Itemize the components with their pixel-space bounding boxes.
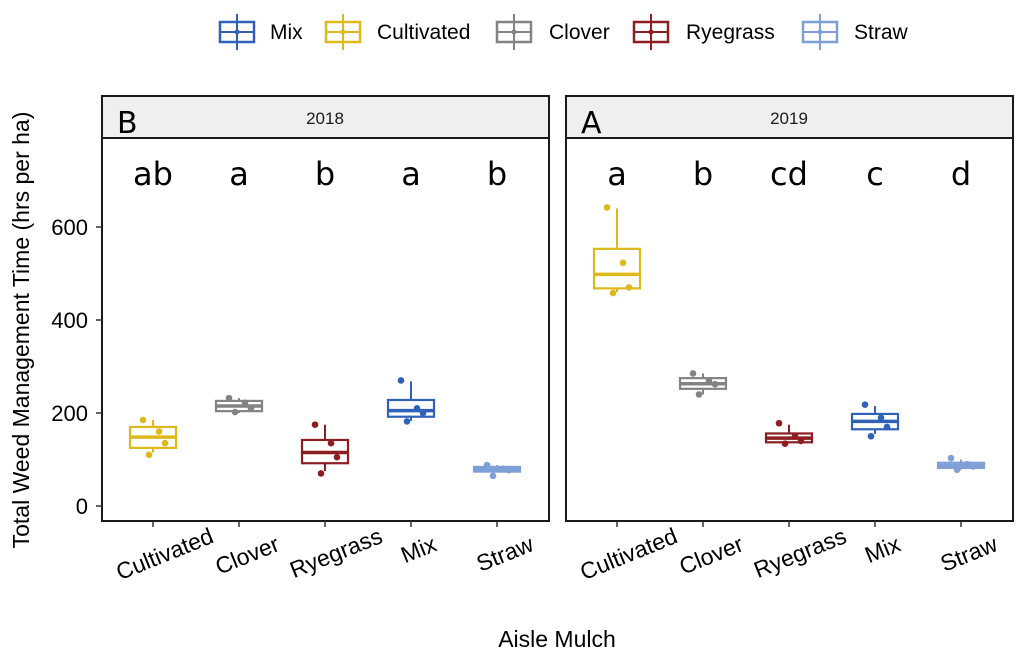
legend-item-mix: Mix (218, 14, 303, 50)
point-2018-cultivated-0 (139, 416, 147, 424)
point-2019-mix-2 (883, 423, 891, 431)
point-2019-cultivated-3 (609, 289, 617, 297)
legend-label-ryegrass: Ryegrass (686, 21, 775, 44)
x-tick-label-2018-straw: Straw (473, 530, 538, 576)
x-tick-label-2019-mix: Mix (861, 530, 904, 568)
point-2018-straw-3 (489, 472, 497, 480)
x-tick-label-2019-straw: Straw (937, 530, 1002, 576)
panel-2019: A 2019 a b cd c d (565, 95, 1014, 522)
point-2019-ryegrass-2 (797, 437, 805, 445)
sig-letter-2018-ryegrass: b (315, 155, 335, 193)
panel-2018-marks: ab a b a b (128, 155, 522, 480)
panel-2019-letter: A (581, 106, 602, 141)
point-2018-ryegrass-2 (333, 453, 341, 461)
x-tick-label-2019-clover: Clover (676, 530, 748, 579)
sig-letter-2019-ryegrass: cd (770, 155, 808, 193)
legend-item-ryegrass: Ryegrass (632, 14, 775, 50)
box-2018-mix (386, 398, 436, 418)
point-2019-ryegrass-1 (791, 432, 799, 440)
point-2018-ryegrass-1 (327, 439, 335, 447)
y-axis: 0 200 400 600 (51, 215, 102, 519)
legend: Mix Cultivated Clover Ryegrass (218, 14, 909, 50)
point-2019-straw-2 (969, 463, 977, 470)
y-tick-label-200: 200 (51, 401, 88, 426)
point-2018-cultivated-3 (145, 451, 153, 459)
panel-2018-strip (101, 95, 550, 139)
legend-label-straw: Straw (854, 21, 909, 44)
point-2019-straw-1 (963, 460, 971, 468)
box-2019-cultivated (592, 247, 642, 290)
x-tick-label-2018-clover: Clover (212, 530, 284, 579)
x-axis-2019: Cultivated Clover Ryegrass Mix Straw (576, 521, 1001, 585)
legend-key-clover-dot (511, 29, 517, 35)
point-2019-cultivated-0 (603, 204, 611, 211)
point-2019-clover-2 (711, 380, 719, 388)
sig-letter-2019-clover: b (693, 155, 713, 193)
point-2019-ryegrass-3 (781, 440, 789, 447)
legend-label-cultivated: Cultivated (377, 21, 470, 44)
legend-item-cultivated: Cultivated (324, 14, 470, 50)
point-2018-mix-0 (397, 377, 405, 384)
x-tick-label-2019-cultivated: Cultivated (576, 523, 681, 585)
point-2018-straw-0 (483, 461, 491, 469)
point-2019-mix-0 (861, 401, 869, 408)
point-2018-straw-1 (499, 465, 507, 473)
point-2018-cultivated-1 (155, 428, 163, 435)
x-tick-label-2018-cultivated: Cultivated (112, 523, 217, 585)
panel-2018-letter: B (117, 106, 138, 141)
sig-letter-2018-mix: a (401, 155, 421, 193)
point-2018-ryegrass-3 (317, 470, 325, 477)
point-2019-clover-3 (695, 391, 703, 398)
x-tick-label-2019-ryegrass: Ryegrass (750, 523, 850, 584)
point-2018-mix-1 (413, 405, 421, 412)
point-2018-cultivated-2 (161, 439, 169, 447)
x-axis-title: Aisle Mulch (498, 626, 616, 652)
legend-key-cultivated-dot (340, 29, 346, 35)
point-2018-clover-2 (247, 405, 255, 412)
panel-2019-strip-label: 2019 (770, 109, 808, 128)
sig-letter-2018-cultivated: ab (133, 155, 173, 193)
point-2019-clover-0 (689, 370, 697, 377)
point-2018-ryegrass-0 (311, 421, 319, 428)
y-tick-label-0: 0 (76, 494, 88, 519)
y-axis-title: Total Weed Management Time (hrs per ha) (8, 112, 34, 549)
legend-label-clover: Clover (549, 21, 610, 44)
legend-key-ryegrass-dot (648, 29, 654, 35)
point-2018-straw-2 (505, 466, 513, 474)
legend-label-mix: Mix (270, 21, 303, 44)
point-2018-mix-3 (403, 418, 411, 425)
legend-key-straw-dot (817, 29, 823, 35)
panel-2018-strip-label: 2018 (306, 109, 344, 128)
sig-letter-2018-straw: b (487, 155, 507, 193)
panel-2019-marks: a b cd c d (592, 155, 986, 474)
legend-item-straw: Straw (801, 14, 909, 50)
point-2018-clover-1 (241, 399, 249, 407)
sig-letter-2018-clover: a (229, 155, 249, 193)
legend-key-mix-dot (234, 29, 240, 35)
point-2018-mix-2 (419, 409, 427, 417)
panel-2019-strip (565, 95, 1014, 139)
y-tick-label-400: 400 (51, 308, 88, 333)
sig-letter-2019-mix: c (866, 155, 884, 193)
sig-letter-2019-cultivated: a (607, 155, 627, 193)
panel-2019-frame (565, 137, 1014, 522)
point-2019-mix-1 (877, 414, 885, 421)
sig-letter-2019-straw: d (951, 155, 971, 193)
point-2019-clover-1 (705, 377, 713, 384)
point-2019-straw-0 (947, 454, 955, 462)
point-2018-clover-0 (225, 394, 233, 402)
x-axis-2018: Cultivated Clover Ryegrass Mix Straw (112, 521, 537, 585)
x-tick-label-2018-mix: Mix (397, 530, 440, 568)
point-2019-cultivated-1 (619, 259, 627, 267)
point-2019-cultivated-2 (625, 284, 633, 291)
point-2019-straw-3 (953, 466, 961, 474)
legend-item-clover: Clover (495, 14, 610, 50)
point-2019-ryegrass-0 (775, 419, 783, 427)
point-2019-mix-3 (867, 432, 875, 440)
panel-2018: B 2018 ab a b a b (101, 95, 550, 522)
y-tick-label-600: 600 (51, 215, 88, 240)
point-2018-clover-3 (231, 408, 239, 416)
x-tick-label-2018-ryegrass: Ryegrass (286, 523, 386, 584)
